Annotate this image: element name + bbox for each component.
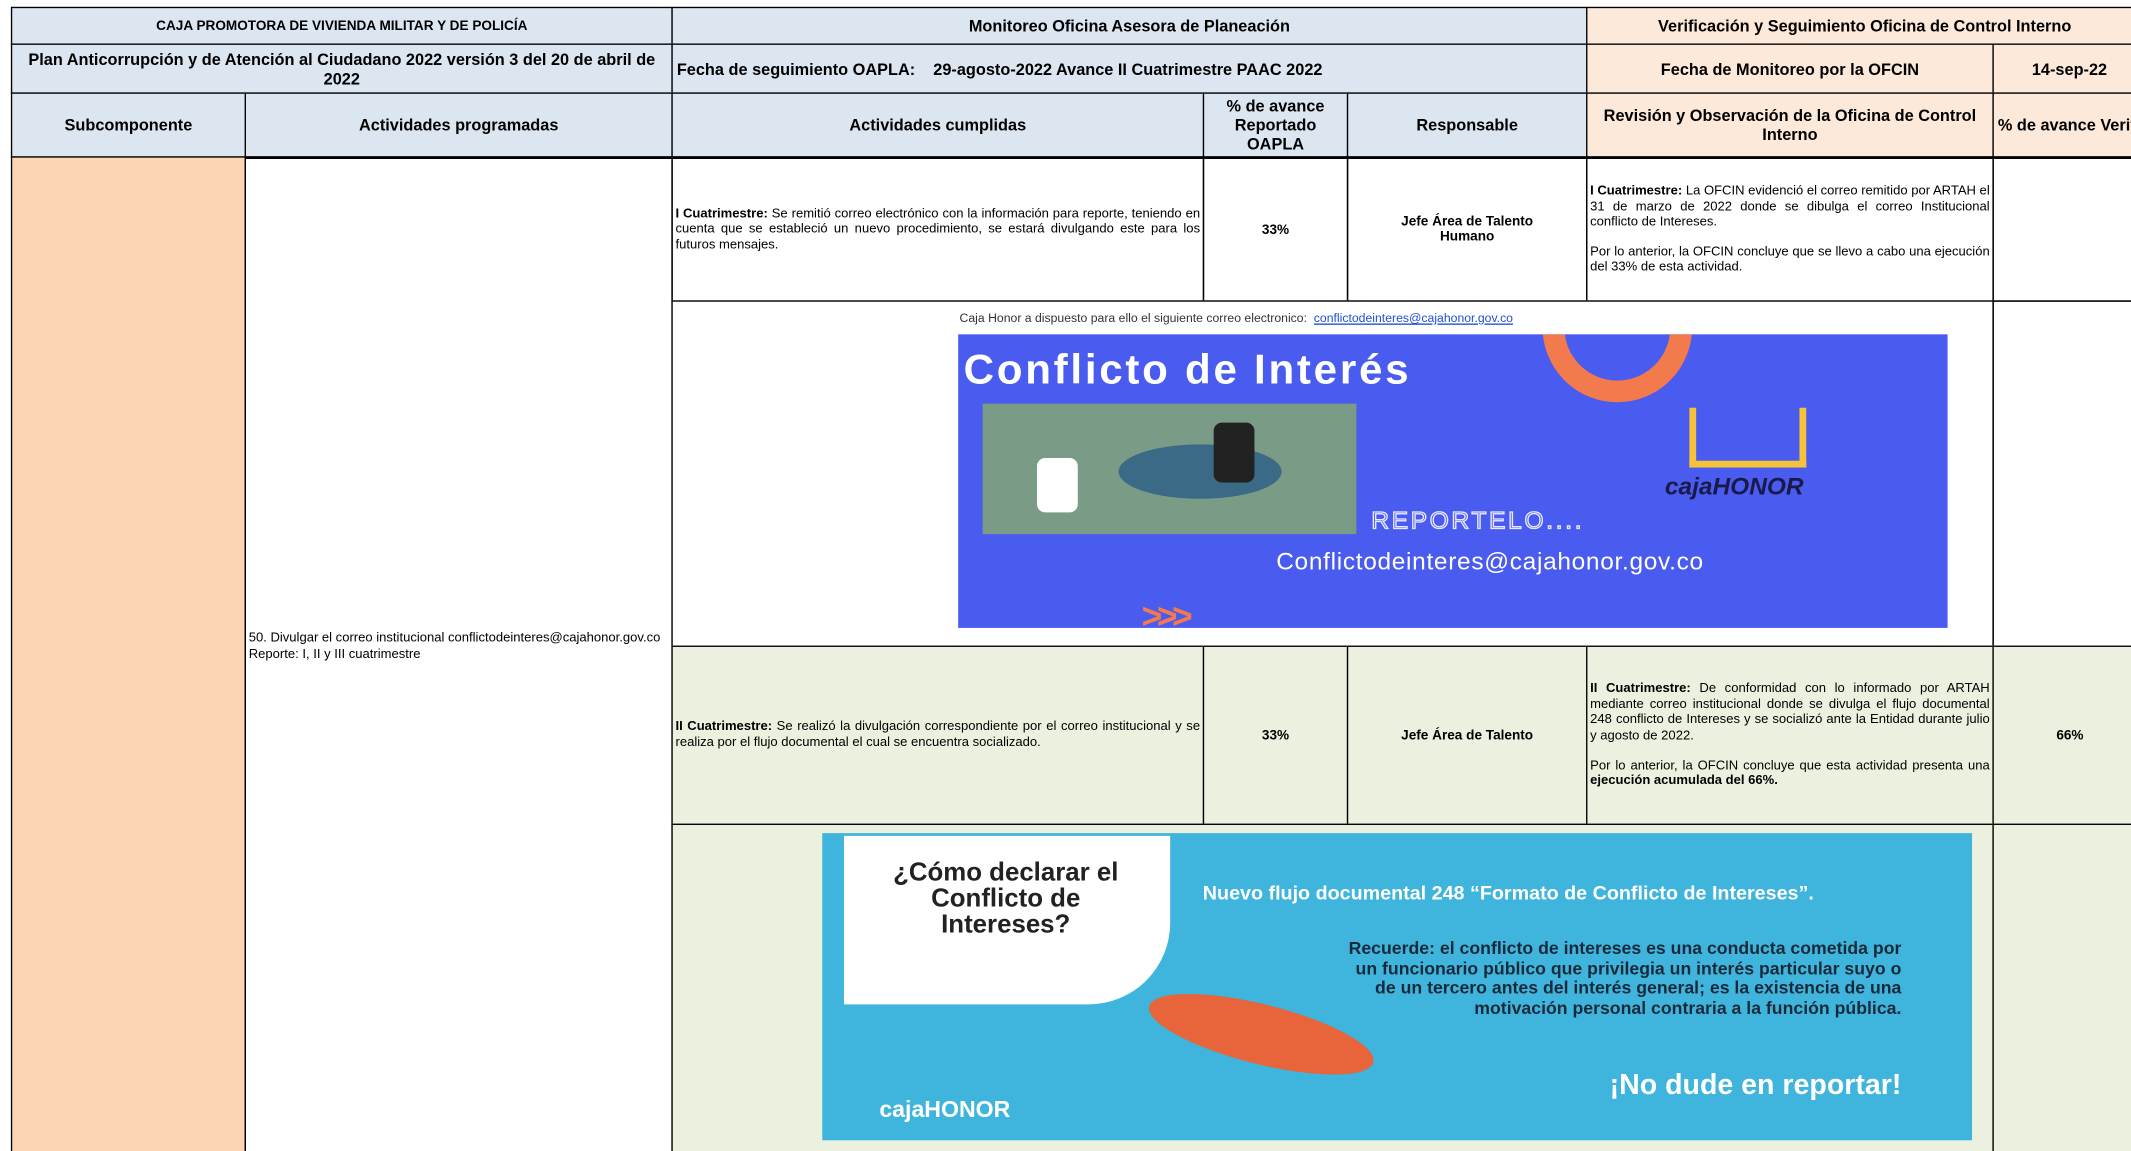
header-cell: Monitoreo Oficina Asesora de Planeación (671, 6, 1588, 45)
done-text: Se realizó la divulgación correspondient… (675, 719, 1201, 751)
review-cell: I Cuatrimestre: La OFCIN evidenció el co… (1586, 156, 1994, 302)
period: II Cuatrimestre: (675, 719, 773, 735)
progress-cell: 33% (1202, 156, 1349, 302)
column-header: Subcomponente (10, 92, 246, 158)
illustration-pie (1118, 444, 1282, 499)
entity: CAJA PROMOTORA DE VIVIENDA MILITAR Y DE … (156, 18, 528, 34)
ofcin-date: 14-sep-22 (2031, 59, 2108, 79)
progress-cell: 33% (1202, 645, 1349, 825)
ofcin-date-label: Fecha de Monitoreo por la OFCIN (1660, 59, 1920, 79)
subcomponent-cell (10, 156, 246, 1151)
banner-title: Conflicto de Interés (963, 345, 1412, 393)
banner: ¿Cómo declarar el Conflicto de Intereses… (822, 833, 1973, 1141)
conclusion: Por lo anterior, la OFCIN concluye que e… (1590, 757, 1990, 773)
verified-cell (1992, 823, 2131, 1151)
followup-date: Fecha de seguimiento OAPLA: 29-agosto-20… (676, 59, 1323, 79)
column-header: Revisión y Observación de la Oficina de … (1586, 92, 1994, 158)
banner-cta: REPORTELO.... (1371, 506, 1585, 535)
column-header: Actividades programadas (244, 92, 673, 158)
image-cell: ¿Cómo declarar el Conflicto de Intereses… (671, 823, 1994, 1151)
column-title: Responsable (1416, 115, 1518, 135)
column-title: Actividades cumplidas (849, 115, 1027, 135)
image-caption: Caja Honor a dispuesto para ello el sigu… (960, 311, 1513, 325)
header-cell: Plan Anticorrupción y de Atención al Ciu… (10, 43, 673, 94)
image-cell: Caja Honor a dispuesto para ello el sigu… (671, 300, 1994, 647)
progress: 33% (1261, 222, 1290, 238)
conclusion-bold: ejecución acumulada del 66%. (1590, 773, 1778, 789)
review-label: II Cuatrimestre: (1590, 681, 1691, 697)
responsible-cell: Jefe Área de Talento (1346, 645, 1588, 825)
caption-link: conflictodeinteres@cajahonor.gov.co (1313, 311, 1513, 325)
speech-bubble (844, 835, 1171, 1005)
column-title: Subcomponente (64, 115, 193, 135)
header-cell: 14-sep-22 (1992, 43, 2131, 94)
brand-logo (1689, 407, 1807, 468)
header-cell: Fecha de Monitoreo por la OFCIN (1586, 43, 1994, 94)
done-cell: II Cuatrimestre: Se realizó la divulgaci… (671, 645, 1205, 825)
column-title: Revisión y Observación de la Oficina de … (1603, 106, 1977, 145)
activity-text: 50. Divulgar el correo institucional con… (248, 630, 661, 646)
review-label: I Cuatrimestre: (1590, 183, 1683, 199)
verified-cell: 66% (1992, 645, 2131, 825)
period: I Cuatrimestre: (675, 206, 768, 222)
verification: Verificación y Seguimiento Oficina de Co… (1658, 16, 2072, 36)
banner: Conflicto de Interés cajaHONOR REPORTELO… (958, 334, 1948, 628)
conclusion: Por lo anterior, la OFCIN concluye que s… (1590, 244, 1990, 276)
banner-flow: Nuevo flujo documental 248 “Formato de C… (1202, 883, 1814, 906)
column-header: Responsable (1346, 92, 1588, 158)
done-cell: I Cuatrimestre: Se remitió correo electr… (671, 156, 1205, 302)
banner-question: ¿Cómo declarar el Conflicto de Intereses… (893, 858, 1119, 940)
column-title: Actividades programadas (358, 115, 559, 135)
header-cell: Verificación y Seguimiento Oficina de Co… (1586, 6, 2131, 45)
verified-cell (1992, 300, 2131, 647)
done-text: Se remitió correo electrónico con la inf… (675, 206, 1201, 253)
column-title: % de avance Reportado OAPLA (1226, 96, 1325, 154)
responsible: Jefe Área de Talento (1401, 727, 1534, 743)
plan: Plan Anticorrupción y de Atención al Ciu… (28, 49, 656, 88)
review-cell: II Cuatrimestre: De conformidad con lo i… (1586, 645, 1994, 825)
monitoring: Monitoreo Oficina Asesora de Planeación (968, 16, 1290, 36)
illustration (982, 403, 1357, 535)
illustration-figure (1036, 458, 1078, 513)
activity-report: Reporte: I, II y III cuatrimestre (248, 646, 421, 662)
responsible: Jefe Área de Talento Humano (1401, 214, 1534, 245)
progress: 33% (1261, 727, 1290, 743)
banner-email: Conflictodeinteres@cajahonor.gov.co (1276, 547, 1704, 575)
decor-arrows: >>> (1141, 595, 1193, 628)
column-header: % de avance Reportado OAPLA (1202, 92, 1349, 158)
decor-arc (1542, 334, 1693, 403)
verified-cell (1992, 156, 2131, 302)
verified: 66% (2056, 727, 2084, 743)
activity-cell: 50. Divulgar el correo institucional con… (244, 156, 673, 1151)
illustration-figure (1213, 422, 1255, 483)
header-cell: CAJA PROMOTORA DE VIVIENDA MILITAR Y DE … (10, 6, 673, 45)
banner-cta: ¡No dude en reportar! (1609, 1069, 1902, 1101)
responsible-cell: Jefe Área de Talento Humano (1346, 156, 1588, 302)
review-text: La OFCIN evidenció el correo remitido po… (1590, 183, 1990, 230)
caption: Caja Honor a dispuesto para ello el sigu… (959, 311, 1307, 325)
brand: cajaHONOR (879, 1096, 1011, 1123)
banner-reminder: Recuerde: el conflicto de intereses es u… (1348, 937, 1902, 1018)
review-text: De conformidad con lo informado por ARTA… (1590, 681, 1990, 744)
header-cell: Fecha de seguimiento OAPLA: 29-agosto-20… (671, 43, 1588, 94)
column-header: % de avance Verificado OFCIN (1992, 92, 2131, 158)
column-header: Actividades cumplidas (671, 92, 1205, 158)
column-title: % de avance Verificado OFCIN (1997, 115, 2131, 135)
brand: cajaHONOR (1664, 472, 1804, 501)
